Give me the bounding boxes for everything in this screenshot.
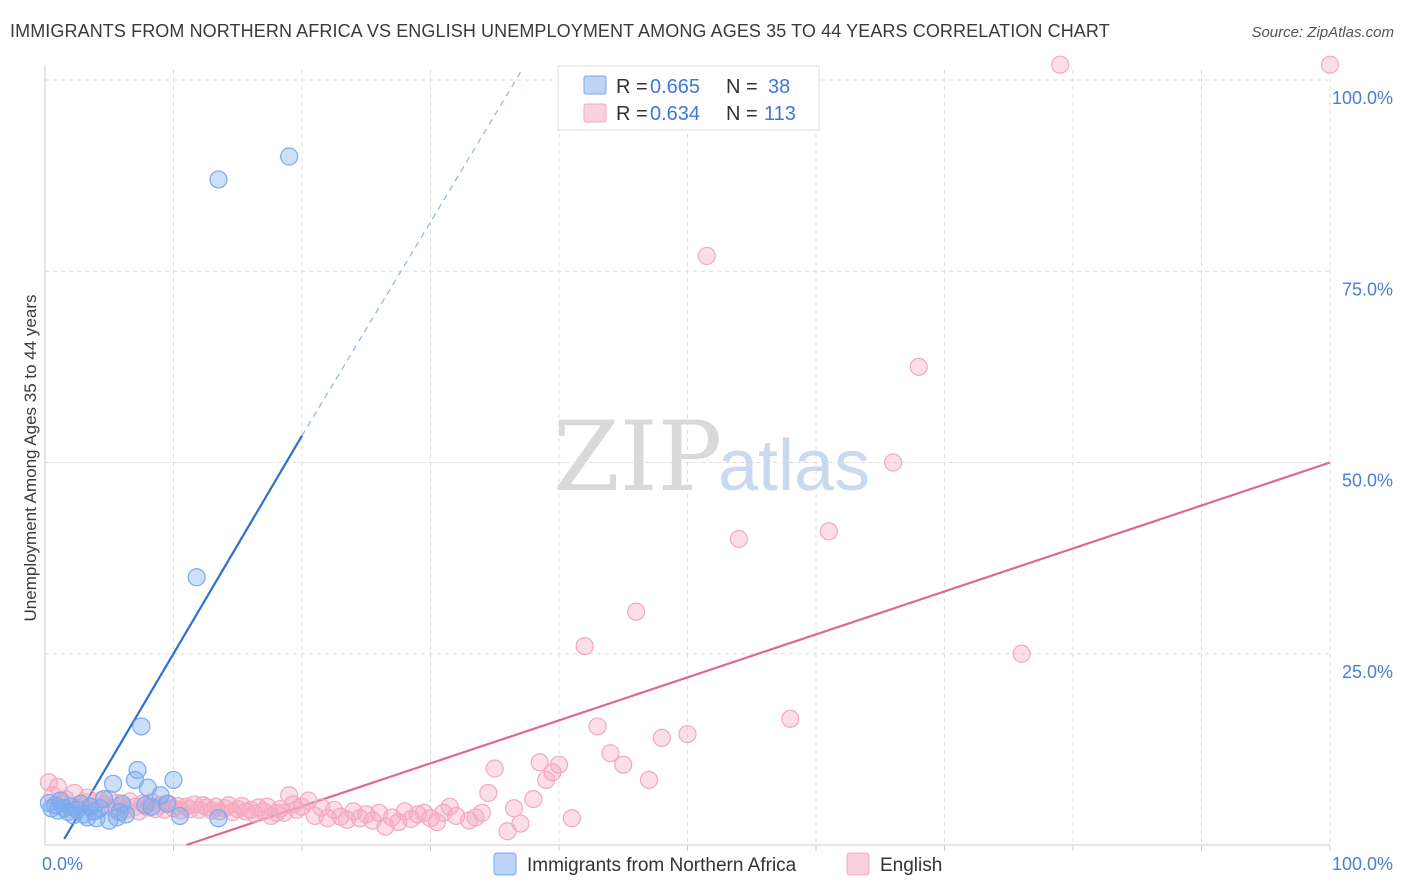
series-legend-swatch-english (846, 852, 870, 876)
english-point (485, 759, 504, 778)
immigrants-point (116, 805, 136, 824)
immigrants-point (170, 806, 190, 826)
english-point (883, 453, 903, 472)
x-tick-label: 0.0% (42, 854, 83, 874)
trend-line-immigrants-extrapolated (301, 72, 521, 437)
immigrants-point (132, 717, 151, 736)
watermark: ZIP atlas (553, 401, 870, 513)
immigrants-point (164, 770, 183, 790)
english-point (427, 812, 447, 832)
series-legend-label-immigrants: Immigrants from Northern Africa (527, 855, 797, 876)
immigrants-point (157, 794, 177, 813)
immigrants-point (280, 147, 299, 166)
watermark-atlas: atlas (718, 426, 870, 506)
legend-r-label-1: R = (616, 76, 648, 98)
english-point (575, 636, 594, 656)
english-point (466, 808, 485, 827)
x-axis-ticks: 0.0% 100.0% (42, 854, 1393, 874)
legend-swatch-immigrants (583, 75, 607, 95)
english-point (1320, 55, 1340, 74)
legend-swatch-english (583, 103, 607, 123)
english-point (504, 799, 524, 818)
y-tick-label: 50.0% (1342, 471, 1393, 491)
english-point (1012, 644, 1031, 663)
y-tick-label: 75.0% (1342, 279, 1393, 299)
legend-n-value-1: 38 (768, 76, 790, 98)
y-tick-label: 25.0% (1342, 662, 1393, 682)
y-axis-ticks: 25.0% 50.0% 75.0% 100.0% (1332, 88, 1393, 682)
english-point (280, 786, 299, 805)
data-points (39, 55, 1340, 841)
english-point (909, 357, 928, 376)
immigrants-point (112, 794, 132, 813)
legend-r-value-1: 0.665 (650, 76, 700, 98)
english-point (678, 724, 697, 744)
y-axis-label: Unemployment Among Ages 35 to 44 years (21, 295, 40, 622)
immigrants-point (91, 799, 110, 818)
immigrants-point (209, 170, 228, 189)
english-point (479, 783, 498, 803)
series-legend-swatch-immigrants (493, 852, 517, 876)
english-point (562, 809, 581, 828)
english-point (511, 814, 530, 833)
english-point (1051, 55, 1070, 74)
trend-lines (63, 72, 1331, 847)
english-point (210, 802, 229, 821)
english-point (472, 803, 491, 822)
trend-line-immigrants (63, 435, 303, 840)
english-point (530, 753, 549, 772)
x-tick-label: 100.0% (1332, 854, 1393, 874)
english-point (325, 800, 344, 819)
y-tick-label: 100.0% (1332, 88, 1393, 108)
english-point (614, 755, 633, 774)
immigrants-point (104, 774, 123, 793)
immigrants-point (136, 796, 155, 815)
english-point (697, 246, 716, 266)
english-point (440, 797, 459, 816)
immigrants-point (187, 568, 206, 587)
legend-n-label-1: N = (726, 76, 758, 98)
legend-r-label-2: R = (616, 103, 648, 125)
trend-line-english (186, 461, 1331, 847)
watermark-zip: ZIP (553, 401, 722, 513)
series-legend: Immigrants from Northern Africa English (493, 852, 942, 876)
chart-title: IMMIGRANTS FROM NORTHERN AFRICA VS ENGLI… (10, 21, 1110, 41)
immigrants-point (128, 760, 147, 780)
english-point (549, 755, 569, 774)
legend: R = 0.665 N = 38 R = 0.634 N = 113 (557, 65, 820, 131)
english-point (639, 770, 659, 790)
english-point (601, 744, 620, 763)
english-point (729, 529, 749, 549)
series-legend-label-english: English (880, 855, 942, 876)
legend-n-value-2: 113 (764, 103, 796, 125)
immigrants-point (209, 809, 228, 828)
legend-n-label-2: N = (726, 103, 758, 125)
source-label: Source: ZipAtlas.com (1251, 24, 1394, 41)
english-point (652, 728, 671, 748)
immigrants-point (95, 789, 114, 809)
english-point (588, 717, 607, 736)
english-point (781, 709, 800, 728)
english-point (524, 789, 543, 809)
legend-r-value-2: 0.634 (650, 103, 700, 125)
english-point (626, 602, 646, 621)
english-point (819, 522, 838, 541)
